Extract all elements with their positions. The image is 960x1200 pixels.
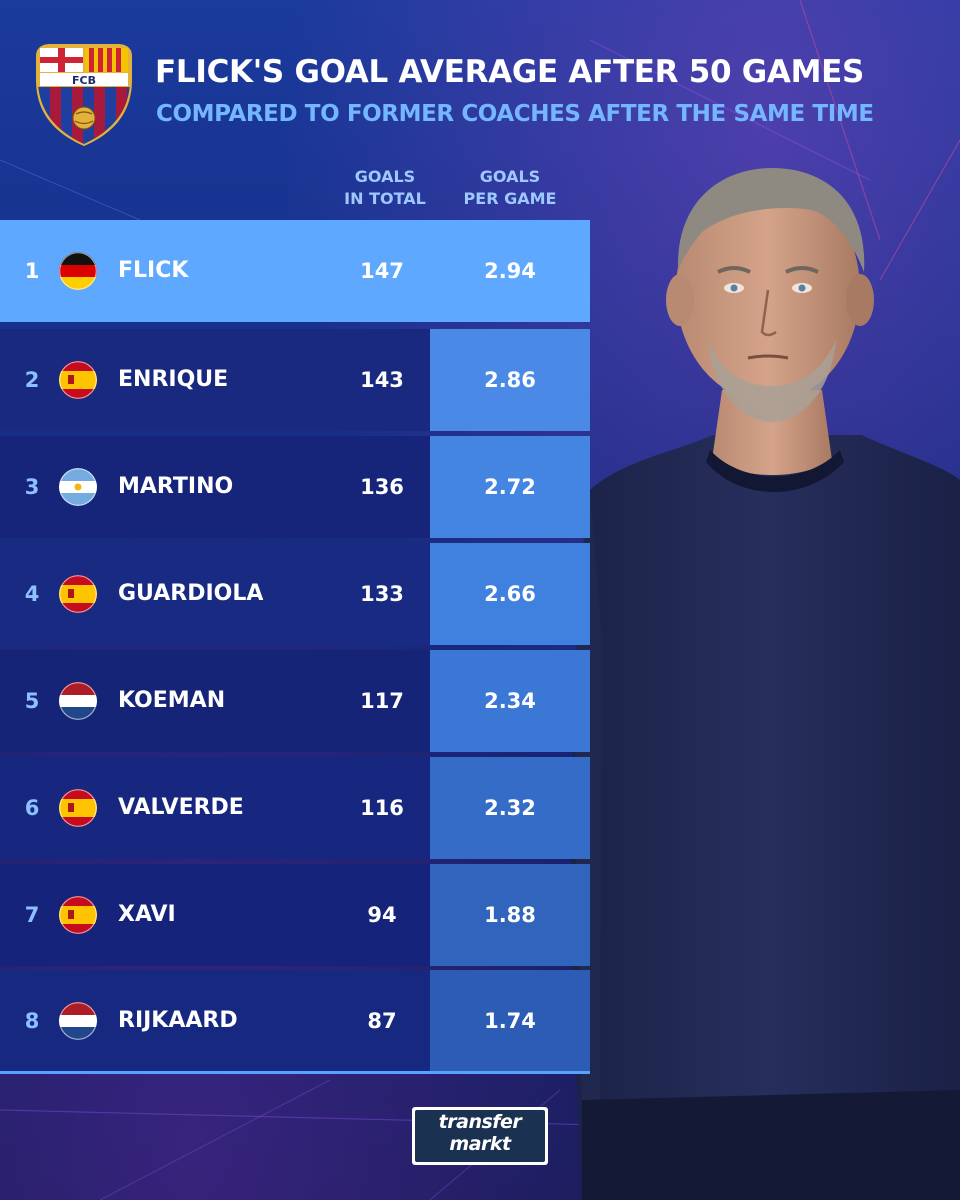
spain-flag-icon <box>59 361 97 399</box>
goals-per-game-value: 2.94 <box>484 259 536 283</box>
table-row: 5 KOEMAN 117 2.34 <box>0 650 590 752</box>
column-header-goals-per-game: GOALS PER GAME <box>455 166 565 210</box>
coach-name: GUARDIOLA <box>118 581 264 606</box>
goals-total-value: 117 <box>360 689 404 713</box>
goals-total-value: 136 <box>360 475 404 499</box>
coach-name: RIJKAARD <box>118 1008 238 1033</box>
spain-flag-icon <box>59 575 97 613</box>
goals-per-game-value: 2.66 <box>484 582 536 606</box>
logo-text-line1: transfer <box>438 1111 522 1133</box>
column-header-goals-total-line1: GOALS <box>354 167 416 186</box>
goals-per-game-cell <box>430 543 590 645</box>
chart-title: FLICK'S GOAL AVERAGE AFTER 50 GAMES <box>155 54 865 90</box>
logo-text-line2: markt <box>449 1133 511 1155</box>
column-header-goals-total-line2: IN TOTAL <box>344 189 426 208</box>
rank-number: 6 <box>24 796 40 820</box>
goals-total-value: 87 <box>367 1009 397 1033</box>
table-bottom-rule <box>0 1071 590 1074</box>
coach-name: MARTINO <box>118 474 234 499</box>
rank-number: 7 <box>24 903 40 927</box>
coach-name: VALVERDE <box>118 795 244 820</box>
coach-name: XAVI <box>118 902 176 927</box>
transfermarkt-logo: transfer markt <box>412 1107 548 1165</box>
goals-per-game-value: 2.34 <box>484 689 536 713</box>
rank-number: 3 <box>24 475 40 499</box>
column-header-goals-per-game-line1: GOALS <box>479 167 541 186</box>
goals-per-game-value: 1.88 <box>484 903 536 927</box>
table-row: 3 MARTINO 136 2.72 <box>0 436 590 538</box>
column-header-goals-per-game-line2: PER GAME <box>463 189 557 208</box>
table-row: 2 ENRIQUE 143 2.86 <box>0 329 590 431</box>
goals-per-game-value: 2.86 <box>484 368 536 392</box>
chart-subtitle: COMPARED TO FORMER COACHES AFTER THE SAM… <box>156 101 874 127</box>
rank-number: 8 <box>24 1009 40 1033</box>
goals-per-game-cell <box>430 650 590 752</box>
goals-total-value: 143 <box>360 368 404 392</box>
goals-per-game-cell <box>430 970 590 1072</box>
goals-per-game-cell <box>430 757 590 859</box>
column-header-goals-total: GOALS IN TOTAL <box>330 166 440 210</box>
germany-flag-icon <box>59 252 97 290</box>
table-row: 1 FLICK 147 2.94 <box>0 220 590 322</box>
goals-per-game-value: 2.32 <box>484 796 536 820</box>
goals-per-game-value: 1.74 <box>484 1009 536 1033</box>
goals-total-value: 116 <box>360 796 404 820</box>
rank-number: 4 <box>24 582 40 606</box>
goals-total-value: 94 <box>367 903 397 927</box>
rank-number: 1 <box>24 259 40 283</box>
rank-number: 5 <box>24 689 40 713</box>
coach-name: FLICK <box>118 258 189 283</box>
fc-barcelona-crest-icon: FCB <box>36 44 132 146</box>
goals-per-game-cell <box>430 864 590 966</box>
rank-number: 2 <box>24 368 40 392</box>
table-row: 8 RIJKAARD 87 1.74 <box>0 970 590 1072</box>
coach-photo <box>570 168 960 1200</box>
table-row: 7 XAVI 94 1.88 <box>0 864 590 966</box>
table-row: 6 VALVERDE 116 2.32 <box>0 757 590 859</box>
netherlands-flag-icon <box>59 682 97 720</box>
goals-total-value: 147 <box>360 259 404 283</box>
coach-name: ENRIQUE <box>118 367 229 392</box>
spain-flag-icon <box>59 789 97 827</box>
table-row: 4 GUARDIOLA 133 2.66 <box>0 543 590 645</box>
goals-total-value: 133 <box>360 582 404 606</box>
coach-name: KOEMAN <box>118 688 226 713</box>
argentina-flag-icon <box>59 468 97 506</box>
goals-per-game-cell <box>430 329 590 431</box>
goals-per-game-value: 2.72 <box>484 475 536 499</box>
netherlands-flag-icon <box>59 1002 97 1040</box>
crest-text: FCB <box>72 74 96 87</box>
spain-flag-icon <box>59 896 97 934</box>
goals-per-game-cell <box>430 436 590 538</box>
